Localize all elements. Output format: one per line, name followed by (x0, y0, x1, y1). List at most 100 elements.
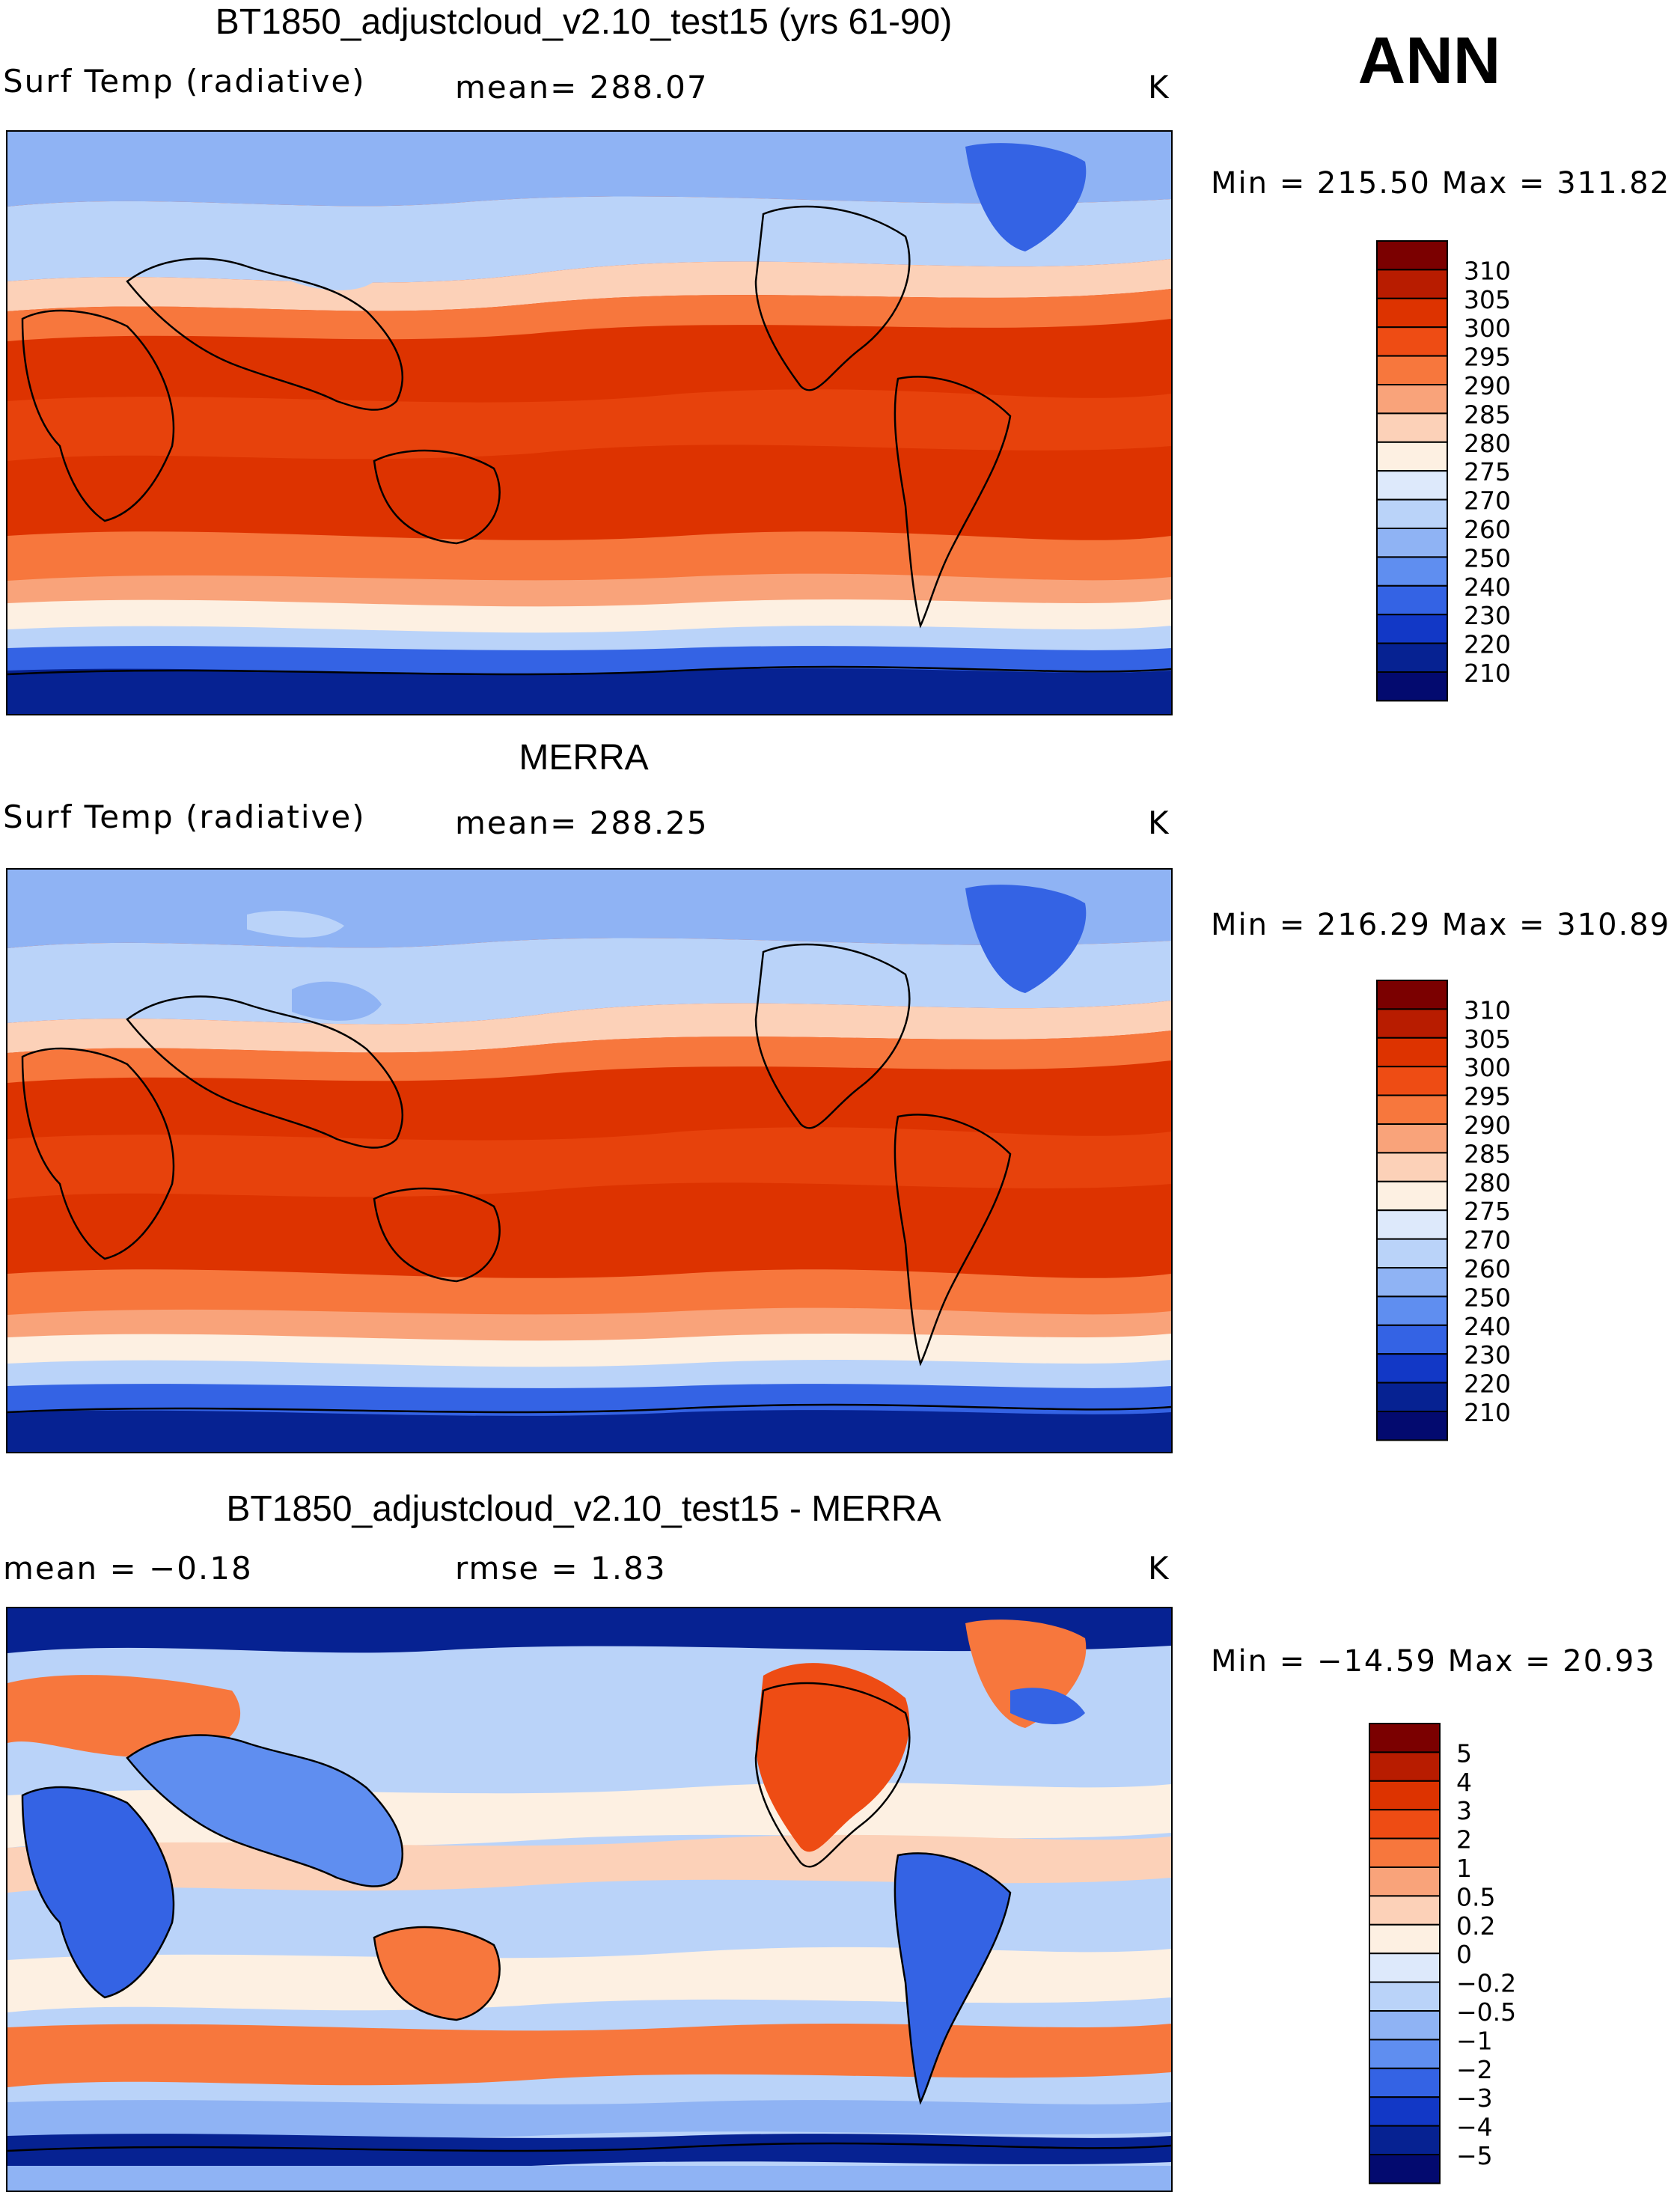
colorbar-swatch (1376, 1008, 1448, 1039)
colorbar-label: 280 (1464, 1168, 1511, 1197)
map-plot (6, 868, 1173, 1453)
panel-title: BT1850_adjustcloud_v2.10_test15 (yrs 61-… (215, 2, 953, 42)
colorbar-label: 250 (1464, 543, 1511, 573)
colorbar-label: 290 (1464, 1111, 1511, 1140)
colorbar-swatch (1376, 384, 1448, 415)
colorbar-swatch (1376, 1411, 1448, 1441)
variable-label: Surf Temp (radiative) (3, 799, 366, 835)
colorbar-swatch (1376, 1353, 1448, 1384)
colorbar-swatch (1376, 355, 1448, 386)
colorbar-swatch (1369, 1895, 1441, 1926)
colorbar-label: −4 (1456, 2113, 1493, 2142)
colorbar-label: 310 (1464, 256, 1511, 285)
colorbar-swatch (1376, 1037, 1448, 1068)
colorbar-swatch (1376, 671, 1448, 702)
colorbar-label: −0.5 (1456, 1997, 1516, 2027)
colorbar-label: 210 (1464, 659, 1511, 688)
map-plot (6, 1607, 1173, 2192)
colorbar: 310 305 300 295 290 285 280 275 270 260 250 240 230 2… (1376, 240, 1601, 705)
colorbar-swatch (1376, 1324, 1448, 1355)
colorbar-swatch (1376, 297, 1448, 329)
colorbar-label: 240 (1464, 573, 1511, 602)
colorbar-swatch (1369, 1837, 1441, 1869)
rmse-label: rmse = 1.83 (455, 1550, 667, 1587)
colorbar-label: 295 (1464, 1082, 1511, 1111)
minmax-label: Min = −14.59 Max = 20.93 (1211, 1644, 1656, 1679)
temperature-map (7, 870, 1171, 1452)
colorbar-svg: 3103053002952902852802752702602502402302… (1376, 980, 1511, 1441)
colorbar-label: 275 (1464, 457, 1511, 486)
colorbar-swatch (1369, 1780, 1441, 1811)
map-plot (6, 130, 1173, 715)
panel-title: MERRA (519, 738, 649, 778)
colorbar-label: −3 (1456, 2083, 1493, 2113)
colorbar-swatch (1376, 980, 1448, 1010)
colorbar-swatch (1369, 2039, 1441, 2069)
colorbar-swatch (1369, 1809, 1441, 1840)
panel-merra: MERRA Surf Temp (radiative) mean= 288.25… (0, 737, 1680, 1456)
colorbar-label: −1 (1456, 2026, 1493, 2055)
colorbar-swatch (1376, 1123, 1448, 1154)
colorbar-swatch (1369, 1923, 1441, 1955)
colorbar-label: 210 (1464, 1398, 1511, 1427)
colorbar-label: 260 (1464, 1254, 1511, 1283)
panel-title: BT1850_adjustcloud_v2.10_test15 - MERRA (226, 1489, 941, 1529)
colorbar-label: 3 (1456, 1796, 1472, 1825)
colorbar-swatch (1369, 1953, 1441, 1983)
colorbar-label: 1 (1456, 1854, 1472, 1883)
colorbar-swatch (1369, 1723, 1441, 1753)
colorbar-label: 305 (1464, 285, 1511, 314)
season-label: ANN (1357, 23, 1501, 97)
colorbar-label: 5 (1456, 1738, 1472, 1768)
mean-label: mean= 288.25 (455, 805, 709, 841)
colorbar-swatch (1376, 1295, 1448, 1326)
colorbar-swatch (1376, 1066, 1448, 1096)
colorbar-swatch (1376, 528, 1448, 558)
colorbar-label: 305 (1464, 1025, 1511, 1054)
colorbar-swatch (1369, 2096, 1441, 2127)
colorbar-swatch (1369, 1981, 1441, 2012)
colorbar-label: 230 (1464, 1340, 1511, 1370)
colorbar-label: 285 (1464, 1139, 1511, 1168)
colorbar-swatch (1376, 556, 1448, 587)
colorbar-label: −5 (1456, 2141, 1493, 2170)
units-label: K (1148, 69, 1170, 106)
colorbar-label: 280 (1464, 429, 1511, 458)
colorbar-swatch (1376, 441, 1448, 472)
colorbar-swatch (1376, 498, 1448, 530)
colorbar-swatch (1369, 1751, 1441, 1782)
colorbar-label: 290 (1464, 371, 1511, 400)
colorbar-swatch (1369, 2125, 1441, 2155)
colorbar-label: 300 (1464, 1053, 1511, 1082)
colorbar-swatch (1376, 470, 1448, 501)
difference-map (7, 1608, 1171, 2191)
colorbar-label: 270 (1464, 486, 1511, 516)
colorbar-label: −2 (1456, 2055, 1493, 2084)
colorbar-swatch (1369, 2154, 1441, 2185)
colorbar-swatch (1376, 614, 1448, 644)
colorbar-label: 295 (1464, 343, 1511, 372)
colorbar-swatch (1369, 2067, 1441, 2098)
colorbar-swatch (1376, 1382, 1448, 1412)
units-label: K (1148, 1550, 1170, 1587)
colorbar-swatch (1376, 240, 1448, 271)
colorbar-swatch (1376, 642, 1448, 673)
colorbar-swatch (1376, 1238, 1448, 1269)
colorbar-label: 0.5 (1456, 1882, 1495, 1911)
colorbar-swatch (1376, 326, 1448, 357)
colorbar-swatch (1376, 1094, 1448, 1126)
variable-label: Surf Temp (radiative) (3, 63, 366, 100)
colorbar-swatch (1376, 1209, 1448, 1240)
colorbar-label: 4 (1456, 1768, 1472, 1797)
colorbar: 310 305 300 295 290 285 280 275 270 260 250 240 230 2… (1376, 980, 1601, 1444)
mean-label: mean= 288.07 (455, 69, 709, 106)
colorbar-swatch (1369, 2010, 1441, 2041)
colorbar-label: 260 (1464, 515, 1511, 544)
colorbar-swatch (1376, 412, 1448, 443)
panel-model: BT1850_adjustcloud_v2.10_test15 (yrs 61-… (0, 0, 1680, 718)
colorbar-swatch (1376, 1152, 1448, 1182)
colorbar-label: 2 (1456, 1825, 1472, 1854)
colorbar-swatch (1376, 1267, 1448, 1298)
colorbar-label: 240 (1464, 1312, 1511, 1341)
colorbar-swatch (1369, 1866, 1441, 1897)
